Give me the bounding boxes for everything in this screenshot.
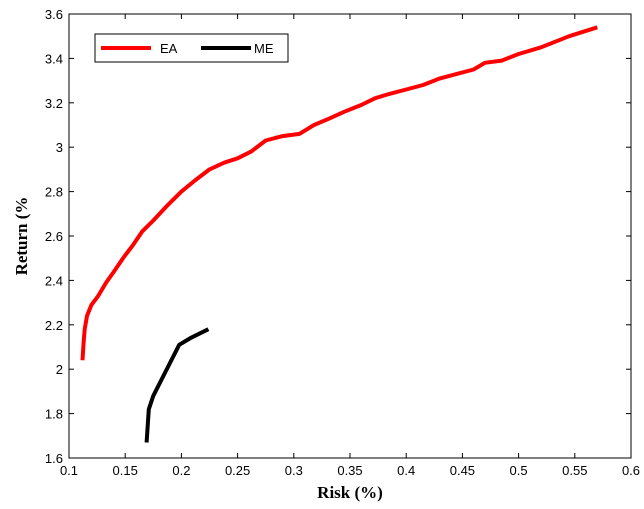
y-tick-label: 1.6 <box>45 451 63 466</box>
y-tick-label: 3.4 <box>45 51 63 66</box>
x-tick-label: 0.2 <box>172 463 190 478</box>
x-tick-label: 0.6 <box>622 463 640 478</box>
y-tick-label: 1.8 <box>45 407 63 422</box>
y-tick-label: 2 <box>56 362 63 377</box>
y-axis-title: Return (% <box>12 197 31 276</box>
legend-label-ea: EA <box>160 41 178 56</box>
y-tick-label: 3 <box>56 140 63 155</box>
plot-area <box>68 13 632 459</box>
y-tick-label: 2.2 <box>45 318 63 333</box>
legend: EA ME <box>94 33 289 63</box>
x-axis-title: Risk (%) <box>317 483 383 502</box>
y-tick-label: 2.6 <box>45 229 63 244</box>
x-tick-label: 0.55 <box>562 463 587 478</box>
y-tick-label: 2.4 <box>45 273 63 288</box>
series-line-ea <box>80 25 598 361</box>
y-tick-label: 3.2 <box>45 96 63 111</box>
x-tick-label: 0.1 <box>60 463 78 478</box>
x-tick-label: 0.35 <box>337 463 362 478</box>
legend-label-me: ME <box>254 41 274 56</box>
x-tick-label: 0.25 <box>225 463 250 478</box>
x-tick-label: 0.4 <box>397 463 415 478</box>
y-tick-label: 3.6 <box>45 7 63 22</box>
x-tick-label: 0.15 <box>113 463 138 478</box>
series-layer <box>80 25 598 443</box>
x-tick-label: 0.45 <box>450 463 475 478</box>
x-tick-label: 0.5 <box>510 463 528 478</box>
plot-frame <box>68 13 632 459</box>
series-line-me <box>144 327 210 443</box>
y-tick-label: 2.8 <box>45 185 63 200</box>
axis-ticks: 0.1 0.15 0.2 0.25 0.3 0.35 0.4 0.45 0.5 0.55 0.6 1.… <box>45 7 640 478</box>
x-tick-label: 0.3 <box>285 463 303 478</box>
